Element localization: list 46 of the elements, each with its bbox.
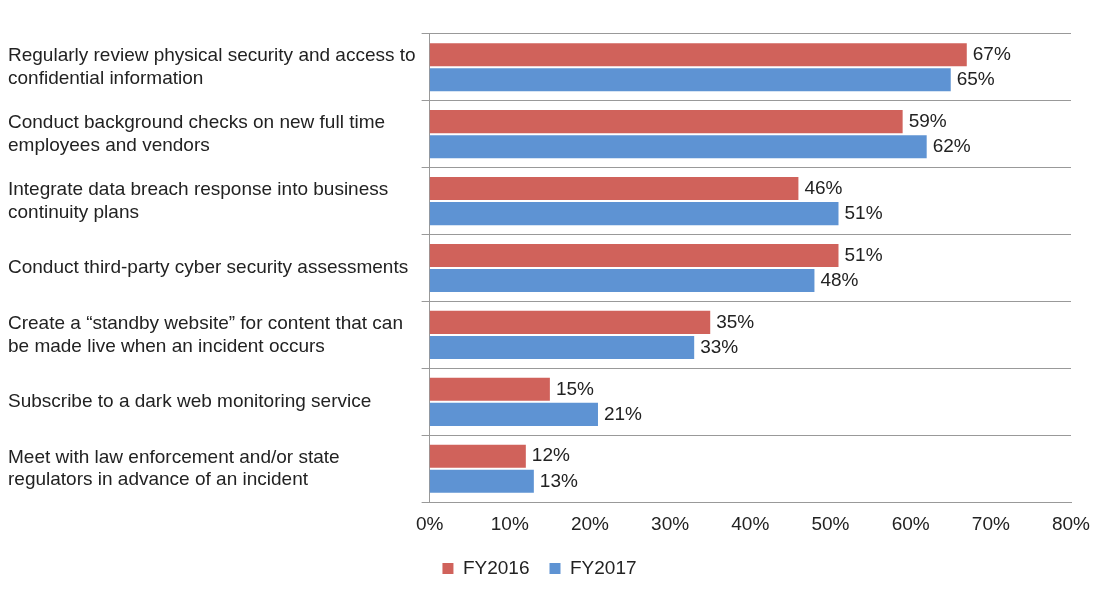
y-tick-label: Create a “standby website” for content that can be made live when an incident occurs <box>8 311 403 356</box>
data-label: 46% <box>804 176 843 198</box>
x-tick-label: 40% <box>731 512 770 534</box>
data-label: 51% <box>844 201 883 223</box>
y-tick-label: Meet with law enforcement and/or state regulators in advance of an incident <box>8 445 340 490</box>
bar <box>429 269 815 293</box>
bar <box>429 444 526 468</box>
x-tick-label: 10% <box>490 512 529 534</box>
data-label: 15% <box>555 377 595 399</box>
y-tick-label: Subscribe to a dark web monitoring service <box>8 390 372 412</box>
x-tick-label: 60% <box>891 512 930 534</box>
data-label: 12% <box>531 444 570 466</box>
bar <box>429 402 598 426</box>
data-label: 48% <box>820 268 859 290</box>
bar <box>429 68 951 92</box>
data-label: 21% <box>603 402 643 424</box>
y-tick-label: Conduct background checks on new full time employees and vendors <box>8 111 386 155</box>
bar <box>429 377 550 401</box>
bar <box>429 243 839 267</box>
data-label: 67% <box>972 42 1011 64</box>
bar <box>429 335 695 359</box>
x-tick-label: 0% <box>415 512 444 534</box>
data-label: 33% <box>700 335 739 357</box>
data-label: 51% <box>844 243 883 265</box>
data-label: 35% <box>716 310 755 332</box>
bar <box>429 135 927 159</box>
data-label: 65% <box>956 68 995 90</box>
x-tick-label: 50% <box>811 512 850 534</box>
x-tick-label: 70% <box>971 512 1010 534</box>
x-tick-label: 30% <box>651 512 690 534</box>
y-tick-label: Conduct third-party cyber security assessments <box>8 256 409 278</box>
data-label: 59% <box>908 109 947 131</box>
bar <box>429 110 903 134</box>
x-tick-label: 20% <box>570 512 610 534</box>
bar <box>429 469 534 493</box>
y-tick-label: Integrate data breach response into business continuity plans <box>8 177 389 222</box>
legend-label: FY2017 <box>570 556 637 578</box>
y-tick-label: Regularly review physical security and access to confidential information <box>8 44 416 88</box>
bar <box>429 177 799 201</box>
bar <box>429 202 839 226</box>
data-label: 13% <box>539 469 578 491</box>
bar <box>429 310 711 334</box>
data-label: 62% <box>932 134 971 156</box>
legend-label: FY2016 <box>462 556 530 578</box>
x-tick-label: 80% <box>1051 512 1091 534</box>
bar <box>429 43 967 67</box>
